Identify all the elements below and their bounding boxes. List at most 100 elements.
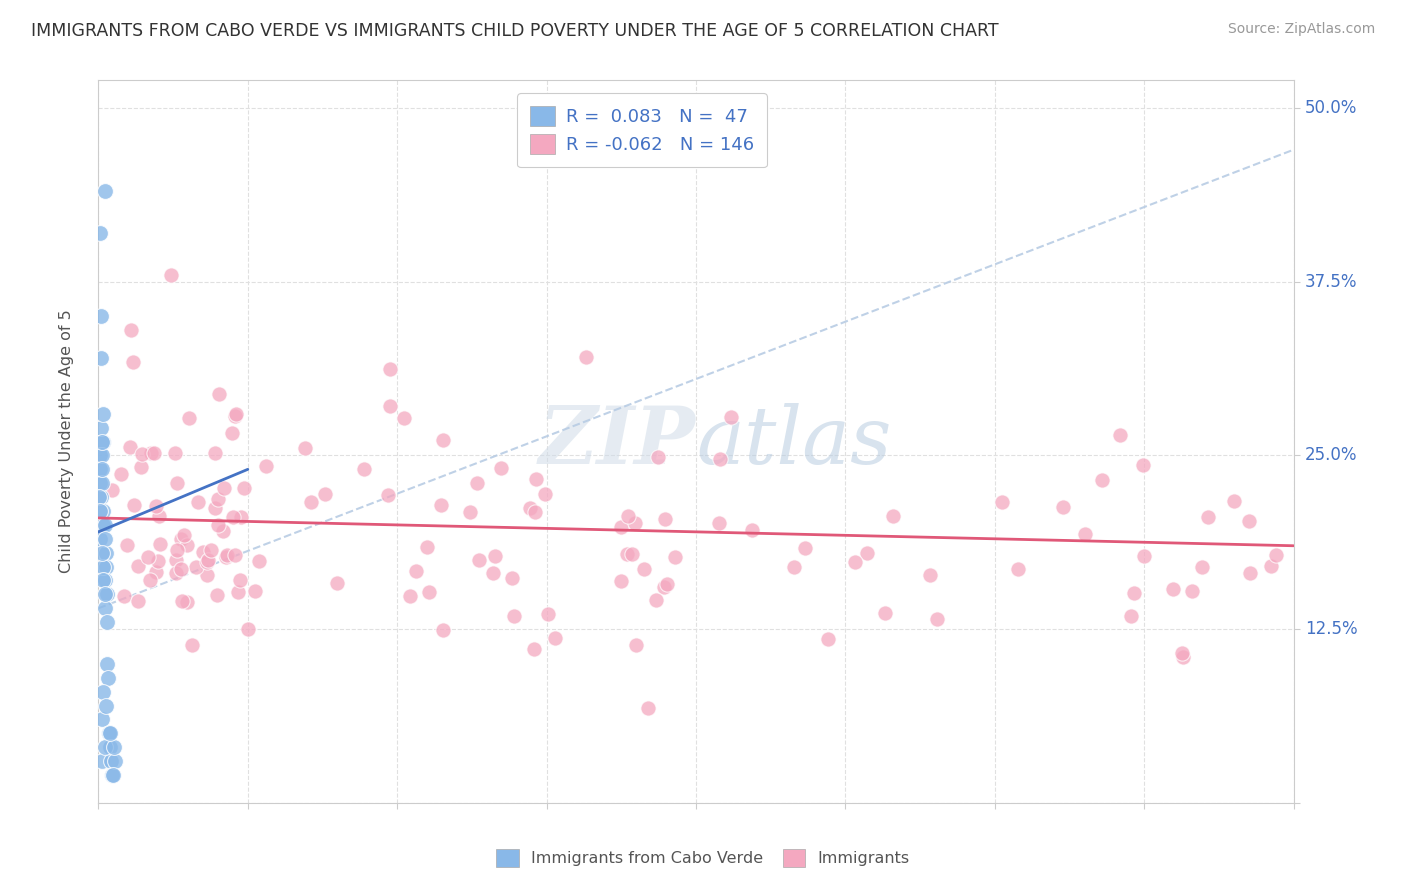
Point (416, 541, 439, 555)
Point (709, 452, 731, 467)
Point (207, 517, 229, 532)
Point (1109, 428, 1132, 442)
Point (399, 589, 422, 603)
Point (91, 517, 114, 532)
Point (139, 446, 162, 460)
Point (90, 449, 112, 463)
Point (1007, 562, 1029, 576)
Text: 12.5%: 12.5% (1305, 620, 1357, 638)
Point (353, 462, 375, 476)
Point (707, 516, 730, 530)
Point (793, 541, 815, 556)
Point (89, 462, 111, 476)
Point (633, 562, 655, 576)
Point (489, 461, 512, 475)
Point (91, 684, 114, 698)
Point (166, 542, 188, 557)
Point (623, 516, 645, 531)
Point (522, 641, 544, 656)
Point (170, 594, 193, 608)
Point (90, 434, 112, 449)
Point (458, 506, 481, 520)
Point (1161, 582, 1184, 596)
Point (380, 399, 402, 413)
Point (418, 585, 440, 599)
Point (226, 584, 249, 599)
Point (222, 509, 245, 524)
Point (637, 701, 659, 715)
Point (165, 446, 187, 460)
Point (176, 595, 198, 609)
Point (127, 559, 149, 574)
Point (146, 554, 169, 568)
Point (405, 564, 427, 578)
Point (115, 538, 138, 552)
Point (170, 532, 193, 546)
Point (96, 615, 118, 630)
Point (882, 508, 904, 523)
Point (94, 185, 117, 199)
Point (93, 559, 115, 574)
Point (1191, 560, 1213, 574)
Point (519, 501, 541, 516)
Point (918, 568, 941, 582)
Point (149, 536, 172, 550)
Text: 50.0%: 50.0% (1305, 99, 1357, 117)
Legend: R =  0.083   N =  47, R = -0.062   N = 146: R = 0.083 N = 47, R = -0.062 N = 146 (517, 93, 766, 167)
Point (236, 622, 259, 636)
Point (664, 549, 686, 564)
Point (1091, 473, 1114, 487)
Point (1171, 650, 1194, 665)
Point (177, 410, 200, 425)
Point (481, 566, 503, 580)
Point (1264, 548, 1286, 562)
Point (215, 550, 238, 565)
Point (101, 483, 124, 497)
Point (1122, 586, 1144, 600)
Point (378, 362, 401, 376)
Point (181, 638, 204, 652)
Point (465, 476, 488, 491)
Point (100, 768, 122, 782)
Point (1132, 549, 1154, 564)
Point (844, 555, 866, 569)
Point (96, 559, 118, 574)
Point (166, 476, 188, 491)
Point (229, 573, 252, 587)
Point (170, 562, 193, 576)
Point (96, 587, 118, 601)
Point (432, 433, 454, 447)
Point (432, 624, 454, 638)
Point (94, 532, 117, 546)
Point (207, 492, 229, 507)
Point (208, 387, 231, 401)
Point (120, 323, 142, 337)
Point (91, 434, 114, 449)
Point (652, 580, 675, 594)
Point (537, 607, 560, 622)
Point (94, 517, 117, 532)
Point (145, 565, 167, 579)
Point (224, 548, 246, 562)
Point (89, 504, 111, 518)
Point (184, 560, 207, 574)
Point (122, 498, 145, 512)
Point (1052, 500, 1074, 514)
Point (610, 519, 633, 533)
Point (534, 487, 557, 501)
Point (129, 460, 152, 475)
Point (544, 631, 567, 645)
Point (94, 698, 117, 713)
Point (225, 407, 247, 421)
Point (1237, 514, 1260, 528)
Text: 25.0%: 25.0% (1305, 446, 1357, 465)
Point (91, 476, 114, 491)
Point (783, 559, 806, 574)
Point (524, 504, 547, 518)
Point (90, 351, 112, 366)
Point (145, 500, 167, 514)
Point (243, 584, 266, 599)
Point (720, 410, 742, 425)
Point (314, 486, 336, 500)
Point (1260, 559, 1282, 574)
